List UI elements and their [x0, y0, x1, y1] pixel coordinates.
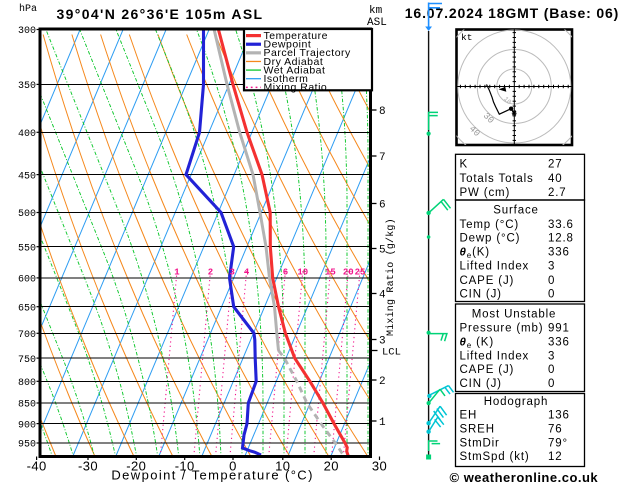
- svg-text:© weatheronline.co.uk: © weatheronline.co.uk: [450, 470, 599, 485]
- svg-text:4: 4: [244, 268, 250, 278]
- svg-text:6: 6: [283, 268, 288, 278]
- svg-text:15: 15: [325, 268, 336, 278]
- svg-text:8: 8: [379, 106, 386, 118]
- svg-text:10: 10: [275, 459, 290, 474]
- svg-text:Isotherm: Isotherm: [264, 73, 309, 85]
- svg-text:0: 0: [548, 378, 555, 390]
- svg-text:3: 3: [229, 268, 234, 278]
- svg-text:33.6: 33.6: [548, 219, 574, 231]
- svg-text:K: K: [460, 158, 469, 170]
- svg-text:76: 76: [548, 423, 563, 435]
- svg-text:500: 500: [18, 209, 36, 220]
- svg-text:-20: -20: [126, 459, 146, 474]
- svg-text:-10: -10: [175, 459, 195, 474]
- svg-text:CAPE (J): CAPE (J): [460, 275, 515, 287]
- svg-text:kt: kt: [461, 32, 472, 43]
- svg-text:20: 20: [324, 459, 339, 474]
- svg-text:79°: 79°: [548, 438, 568, 450]
- svg-text:Lifted Index: Lifted Index: [460, 261, 530, 273]
- svg-text:300: 300: [18, 26, 36, 37]
- svg-text:SREH: SREH: [460, 423, 495, 435]
- svg-text:Dewpoint: Dewpoint: [264, 39, 312, 51]
- svg-text:6: 6: [379, 200, 386, 212]
- svg-text:Mixing Ratio: Mixing Ratio: [264, 82, 328, 94]
- svg-text:StmSpd (kt): StmSpd (kt): [460, 451, 530, 463]
- svg-text:136: 136: [548, 410, 570, 422]
- svg-text:Wet Adiabat: Wet Adiabat: [264, 64, 326, 76]
- svg-text:10: 10: [297, 268, 308, 278]
- svg-text:EH: EH: [460, 410, 478, 422]
- svg-text:2.7: 2.7: [548, 187, 567, 199]
- svg-text:-30: -30: [78, 459, 98, 474]
- svg-text:27: 27: [548, 158, 563, 170]
- svg-text:StmDir: StmDir: [460, 438, 500, 450]
- svg-text:450: 450: [18, 171, 36, 182]
- svg-text:Temperature: Temperature: [264, 30, 328, 42]
- svg-text:PW (cm): PW (cm): [460, 187, 511, 199]
- svg-text:θe (K): θe (K): [460, 336, 495, 350]
- svg-text:400: 400: [18, 129, 36, 140]
- svg-text:Dry Adiabat: Dry Adiabat: [264, 56, 324, 68]
- svg-text:900: 900: [18, 420, 36, 431]
- svg-text:750: 750: [18, 355, 36, 366]
- svg-text:Dewpoint / Temperature (°C): Dewpoint / Temperature (°C): [111, 468, 313, 483]
- svg-text:850: 850: [18, 400, 36, 411]
- svg-text:km: km: [369, 5, 383, 17]
- svg-text:5: 5: [379, 245, 386, 257]
- svg-text:600: 600: [18, 275, 36, 286]
- svg-text:336: 336: [548, 247, 570, 259]
- svg-text:40: 40: [548, 173, 563, 185]
- svg-text:650: 650: [18, 303, 36, 314]
- svg-text:Temp (°C): Temp (°C): [460, 219, 520, 231]
- svg-text:4: 4: [379, 290, 386, 302]
- svg-text:ASL: ASL: [367, 17, 387, 29]
- svg-text:950: 950: [18, 440, 36, 451]
- svg-text:12.8: 12.8: [548, 232, 574, 244]
- svg-text:800: 800: [18, 378, 36, 389]
- svg-text:20: 20: [343, 268, 354, 278]
- svg-text:-40: -40: [27, 459, 47, 474]
- svg-text:0: 0: [229, 459, 237, 474]
- svg-text:3: 3: [379, 336, 386, 348]
- svg-text:CIN (J): CIN (J): [460, 378, 502, 390]
- svg-text:39°04'N 26°36'E 105m ASL: 39°04'N 26°36'E 105m ASL: [57, 6, 264, 22]
- svg-text:12: 12: [548, 451, 563, 463]
- svg-text:2: 2: [379, 376, 386, 388]
- svg-text:Parcel Trajectory: Parcel Trajectory: [264, 47, 352, 59]
- svg-text:θe(K): θe(K): [460, 247, 490, 261]
- svg-text:1: 1: [174, 268, 180, 278]
- svg-text:3: 3: [548, 261, 555, 273]
- svg-text:0: 0: [548, 275, 555, 287]
- svg-text:25: 25: [355, 268, 366, 278]
- svg-text:Surface: Surface: [493, 205, 539, 217]
- svg-text:hPa: hPa: [19, 3, 37, 15]
- svg-text:Mixing Ratio (g/kg): Mixing Ratio (g/kg): [385, 218, 397, 336]
- svg-text:Most Unstable: Most Unstable: [472, 308, 557, 320]
- svg-text:1: 1: [379, 417, 386, 429]
- svg-text:7: 7: [379, 152, 386, 164]
- svg-text:350: 350: [18, 81, 36, 92]
- svg-text:550: 550: [18, 243, 36, 254]
- svg-text:2: 2: [208, 268, 213, 278]
- svg-text:10: 10: [502, 95, 513, 106]
- svg-text:991: 991: [548, 323, 570, 335]
- svg-text:Hodograph: Hodograph: [484, 396, 549, 408]
- svg-text:LCL: LCL: [382, 347, 401, 359]
- svg-text:336: 336: [548, 336, 570, 348]
- svg-text:0: 0: [548, 289, 555, 301]
- svg-text:3: 3: [548, 350, 555, 362]
- svg-text:CAPE (J): CAPE (J): [460, 364, 515, 376]
- svg-text:16.07.2024 18GMT (Base: 06): 16.07.2024 18GMT (Base: 06): [405, 5, 619, 21]
- svg-text:30: 30: [372, 459, 387, 474]
- svg-text:Dewp (°C): Dewp (°C): [460, 232, 521, 244]
- svg-text:Lifted Index: Lifted Index: [460, 350, 530, 362]
- svg-text:0: 0: [548, 364, 555, 376]
- svg-text:Pressure (mb): Pressure (mb): [460, 323, 544, 335]
- svg-text:Totals Totals: Totals Totals: [460, 173, 534, 185]
- svg-text:700: 700: [18, 330, 36, 341]
- svg-text:CIN (J): CIN (J): [460, 289, 502, 301]
